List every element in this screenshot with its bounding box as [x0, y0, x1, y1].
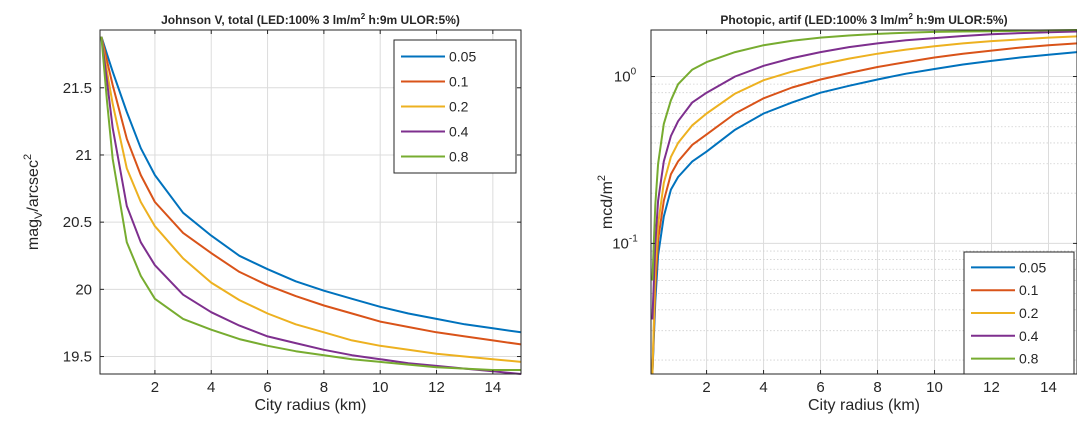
chart-title: Photopic, artif (LED:100% 3 lm/m2 h:9m U… [720, 12, 1007, 27]
series-line-0.05 [100, 36, 522, 334]
x-tick-label: 8 [320, 379, 328, 396]
chart-title: Johnson V, total (LED:100% 3 lm/m2 h:9m … [161, 12, 460, 27]
y-tick-base: 10 [614, 69, 631, 86]
series-line-0.4 [100, 36, 522, 375]
y-tick-label: 21.5 [63, 80, 92, 97]
axes-box [650, 29, 1077, 375]
y-tick-label: 10-1 [612, 233, 638, 252]
legend-label: 0.4 [449, 124, 469, 140]
series-line-0.4 [651, 30, 1077, 320]
y-label-superscript: 2 [22, 154, 34, 160]
y-tick-exponent: 0 [631, 67, 637, 78]
y-tick-label: 21 [75, 147, 92, 164]
title-superscript: 2 [361, 12, 366, 21]
x-tick-label: 2 [702, 379, 710, 396]
y-tick-label: 20.5 [63, 214, 92, 231]
x-tick-label: 12 [983, 379, 1000, 396]
ticks: 2 4 6 8 10 12 14 19.5 20 20.5 21 21.5 [63, 30, 521, 396]
legend: 0.05 0.1 0.2 0.4 0.8 [393, 39, 517, 174]
legend-label: 0.05 [1019, 259, 1046, 275]
series-lines [651, 29, 1077, 375]
x-tick-label: 8 [873, 379, 881, 396]
series-line-0.8 [651, 29, 1077, 281]
y-label-main: mag [25, 219, 42, 250]
x-tick-label: 10 [926, 379, 943, 396]
legend-label: 0.8 [1019, 351, 1039, 367]
x-axis-label: City radius (km) [254, 397, 366, 414]
series-line-0.1 [100, 36, 522, 346]
series-line-0.1 [651, 42, 1077, 375]
legend-label: 0.2 [1019, 305, 1039, 321]
series-lines [100, 36, 522, 375]
x-tick-label: 4 [207, 379, 215, 396]
y-label-main: mcd/m [599, 181, 616, 229]
x-tick-label: 6 [816, 379, 824, 396]
x-tick-label: 14 [484, 379, 501, 396]
y-label-mid: /arcsec [25, 160, 42, 212]
series-line-0.2 [651, 35, 1077, 375]
title-main: Johnson V, total (LED:100% 3 lm/m [161, 13, 361, 27]
y-tick-label: 20 [75, 281, 92, 298]
x-tick-label: 6 [263, 379, 271, 396]
y-axis-label: magV/arcsec2 [22, 154, 45, 250]
y-tick-base: 10 [612, 235, 629, 252]
x-tick-label: 14 [1040, 379, 1057, 396]
title-rest: h:9m ULOR:5%) [365, 13, 460, 27]
legend-label: 0.4 [1019, 328, 1039, 344]
legend-label: 0.1 [1019, 282, 1039, 298]
title-superscript: 2 [908, 12, 913, 21]
axes-box [99, 29, 522, 375]
chart-1: 2 4 6 8 10 12 14 19.5 20 20.5 21 21.5 Johnson V, tot… [22, 12, 522, 414]
series-line-0.05 [651, 51, 1077, 375]
x-axis-label: City radius (km) [808, 397, 920, 414]
x-tick-label: 12 [428, 379, 445, 396]
y-tick-exponent: -1 [629, 233, 638, 244]
legend-label: 0.05 [449, 49, 476, 65]
x-tick-label: 2 [151, 379, 159, 396]
series-line-0.8 [100, 36, 521, 371]
series-line-0.2 [100, 36, 522, 363]
legend-label: 0.2 [449, 99, 469, 115]
y-axis-label: mcd/m2 [596, 175, 616, 229]
legend-label: 0.8 [449, 149, 469, 165]
y-label-superscript: 2 [596, 175, 608, 181]
y-label-subscript: V [33, 211, 45, 219]
legend-label: 0.1 [449, 74, 469, 90]
y-tick-label: 100 [614, 67, 637, 86]
y-tick-label: 19.5 [63, 349, 92, 366]
x-tick-label: 4 [759, 379, 767, 396]
x-tick-label: 10 [372, 379, 389, 396]
legend: 0.05 0.1 0.2 0.4 0.8 [963, 251, 1075, 375]
title-main: Photopic, artif (LED:100% 3 lm/m [720, 13, 908, 27]
title-rest: h:9m ULOR:5%) [913, 13, 1008, 27]
